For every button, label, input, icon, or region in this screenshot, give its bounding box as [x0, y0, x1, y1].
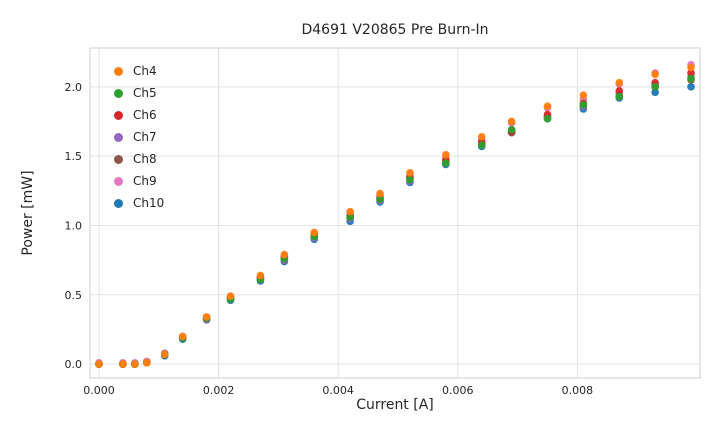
- x-tick-label: 0.006: [442, 384, 474, 397]
- legend-item-ch10: Ch10: [108, 192, 164, 214]
- data-point: [651, 83, 659, 91]
- legend-marker-icon: [114, 88, 123, 98]
- legend-marker-icon: [114, 132, 123, 142]
- data-point: [579, 101, 588, 109]
- legend-marker-icon: [114, 154, 123, 164]
- data-point: [442, 150, 450, 159]
- data-point: [651, 88, 659, 97]
- x-tick-label: 0.000: [83, 384, 115, 397]
- legend-marker-icon: [114, 66, 123, 76]
- legend-marker-icon: [114, 198, 123, 208]
- data-point: [310, 228, 319, 237]
- chart-title: D4691 V20865 Pre Burn-In: [301, 22, 489, 38]
- y-tick-label: 0.0: [65, 358, 83, 371]
- y-axis-label: Power [mW]: [20, 170, 36, 256]
- data-point: [651, 70, 659, 79]
- data-point: [202, 313, 211, 321]
- y-tick-label: 2.0: [65, 81, 83, 94]
- data-point: [687, 69, 695, 77]
- data-point: [376, 189, 384, 198]
- data-point: [687, 63, 695, 72]
- series-Ch4: [95, 63, 695, 368]
- data-point: [406, 168, 414, 177]
- data-point: [687, 74, 695, 83]
- data-point: [442, 159, 450, 167]
- data-point: [579, 91, 588, 99]
- data-point: [95, 360, 103, 368]
- data-point: [615, 92, 624, 101]
- data-point: [346, 213, 354, 221]
- y-tick-label: 1.5: [65, 150, 83, 163]
- legend-label: Ch6: [133, 108, 157, 122]
- legend-marker-icon: [114, 110, 123, 120]
- series-Ch9: [95, 60, 695, 367]
- legend-item-ch8: Ch8: [108, 148, 164, 170]
- x-axis-label: Current [A]: [356, 397, 434, 413]
- legend-label: Ch5: [133, 86, 157, 100]
- x-tick-label: 0.008: [562, 384, 594, 397]
- data-point: [543, 114, 552, 123]
- legend-item-ch5: Ch5: [108, 82, 164, 104]
- data-point: [543, 102, 552, 111]
- data-point: [477, 141, 486, 149]
- legend-label: Ch8: [133, 152, 157, 166]
- legend-item-ch4: Ch4: [108, 60, 164, 82]
- y-tick-label: 0.5: [65, 289, 83, 302]
- x-tick-label: 0.002: [203, 384, 235, 397]
- data-point: [256, 271, 265, 280]
- data-point: [178, 332, 187, 341]
- data-point: [615, 78, 624, 87]
- data-point: [143, 358, 151, 367]
- data-point: [280, 250, 289, 259]
- series-Ch5: [95, 74, 695, 368]
- data-point: [376, 195, 384, 203]
- legend: Ch4 Ch5 Ch6 Ch7 Ch8 Ch9 Ch10: [108, 60, 164, 214]
- legend-label: Ch10: [133, 196, 165, 210]
- legend-label: Ch4: [133, 64, 157, 78]
- x-tick-label: 0.004: [322, 384, 354, 397]
- data-point: [477, 132, 486, 141]
- data-point: [346, 207, 354, 216]
- legend-label: Ch7: [133, 130, 157, 144]
- legend-item-ch9: Ch9: [108, 170, 164, 192]
- data-point: [119, 360, 127, 368]
- data-point: [507, 117, 516, 126]
- data-point: [131, 360, 139, 368]
- legend-marker-icon: [114, 176, 123, 186]
- legend-item-ch6: Ch6: [108, 104, 164, 126]
- plot-border: [89, 47, 701, 379]
- data-point: [615, 87, 624, 95]
- data-point: [406, 175, 414, 184]
- data-point: [507, 126, 516, 134]
- legend-item-ch7: Ch7: [108, 126, 164, 148]
- legend-label: Ch9: [133, 174, 157, 188]
- series-Ch8: [95, 76, 695, 368]
- y-tick-label: 1.0: [65, 219, 83, 232]
- series-Ch6: [95, 69, 695, 368]
- data-point: [687, 83, 695, 91]
- series-Ch7: [95, 73, 695, 368]
- data-point: [226, 292, 235, 300]
- data-point: [160, 350, 169, 359]
